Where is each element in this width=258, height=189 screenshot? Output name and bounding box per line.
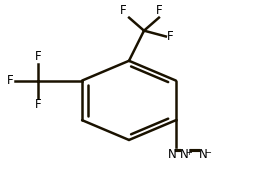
Text: N: N — [198, 149, 207, 161]
Text: +: + — [185, 148, 192, 157]
Text: F: F — [35, 98, 42, 112]
Text: −: − — [204, 148, 211, 157]
Text: F: F — [156, 4, 162, 17]
Text: N: N — [167, 149, 176, 161]
Text: F: F — [120, 4, 126, 17]
Text: F: F — [35, 50, 42, 63]
Text: F: F — [167, 30, 174, 43]
Text: N: N — [180, 149, 189, 161]
Text: F: F — [7, 74, 14, 87]
